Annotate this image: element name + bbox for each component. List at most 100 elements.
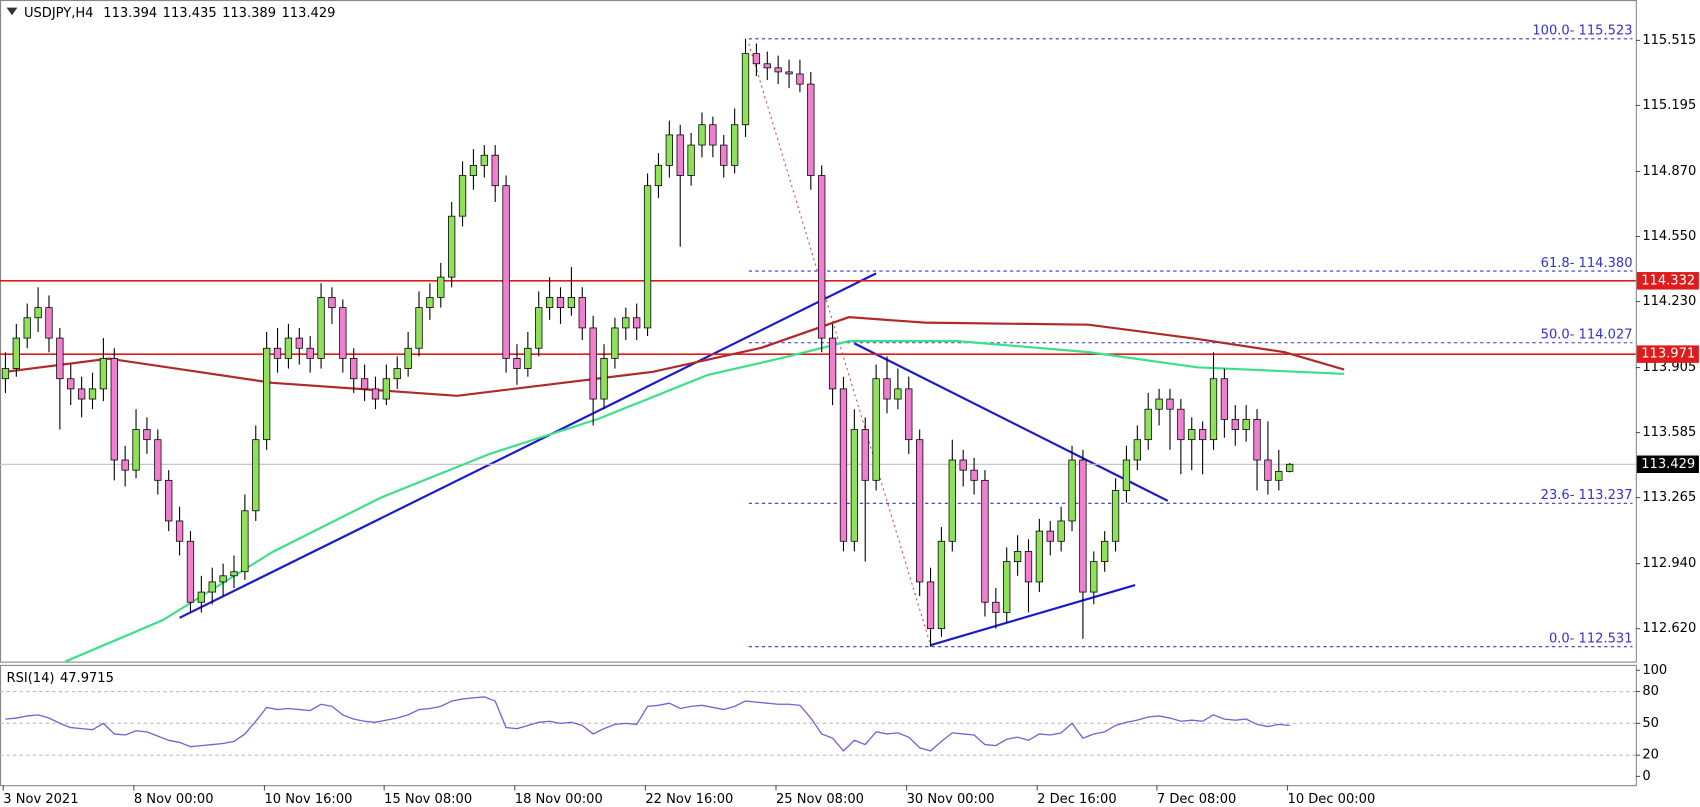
x-tick-label: 3 Nov 2021 xyxy=(3,792,78,807)
rsi-header: RSI(14) 47.9715 xyxy=(7,670,114,685)
candle-body xyxy=(328,297,336,308)
candle-body xyxy=(502,185,510,359)
candle-body xyxy=(741,53,750,126)
y-tick-label: 114.870 xyxy=(1642,164,1696,179)
y-tick-label: 112.940 xyxy=(1642,556,1696,571)
candle-body xyxy=(643,185,652,329)
candle-body xyxy=(45,307,53,339)
candle-body xyxy=(1242,418,1250,430)
symbol: USDJPY,H4 xyxy=(24,6,94,21)
candle-body xyxy=(981,479,989,603)
candle-body xyxy=(469,164,478,176)
candle-body xyxy=(937,540,946,630)
candle-body xyxy=(828,337,837,390)
fib-label: 0.0- 112.531 xyxy=(1549,632,1633,647)
candle-body xyxy=(1,368,10,380)
candle-body xyxy=(110,358,118,461)
candle-body xyxy=(839,388,848,542)
rsi-tick-label: 0 xyxy=(1642,769,1650,784)
candle-body xyxy=(415,307,423,349)
candle-body xyxy=(350,358,358,380)
candle-body xyxy=(894,388,902,400)
candle-body xyxy=(730,124,739,166)
level-price-label: 113.971 xyxy=(1641,347,1695,362)
rsi-tick-label: 50 xyxy=(1642,716,1659,731)
current-price-label: 113.429 xyxy=(1641,457,1695,472)
level-price-label: 114.332 xyxy=(1641,273,1695,288)
candle-body xyxy=(959,459,967,471)
candle-body xyxy=(404,347,412,369)
candle-body xyxy=(926,581,935,630)
candle-body xyxy=(12,337,20,369)
candle-body xyxy=(393,368,401,380)
candle-body xyxy=(1122,459,1131,491)
rsi-panel-border xyxy=(0,664,1637,787)
candle-body xyxy=(1013,551,1022,562)
candle-body xyxy=(317,297,325,359)
x-tick-label: 30 Nov 00:00 xyxy=(907,792,995,807)
candle-body xyxy=(175,520,184,542)
x-tick-label: 7 Dec 08:00 xyxy=(1157,792,1236,807)
x-tick-label: 15 Nov 08:00 xyxy=(384,792,472,807)
candle-body xyxy=(197,591,205,603)
candle-body xyxy=(480,154,488,166)
fib-label: 100.0- 115.523 xyxy=(1532,24,1632,39)
y-tick-label: 113.905 xyxy=(1642,360,1696,375)
candle-body xyxy=(752,53,761,65)
level-price-box xyxy=(1636,345,1699,363)
candle-body xyxy=(1046,530,1054,542)
candle-body xyxy=(121,459,129,471)
main-panel-border xyxy=(0,0,1637,663)
candle-body xyxy=(948,459,956,542)
candle-body xyxy=(654,164,663,187)
rsi-name: RSI(14) xyxy=(7,670,55,685)
candle-body xyxy=(371,388,380,400)
candle-body xyxy=(611,327,619,359)
candle-body xyxy=(448,215,456,278)
symbol-icon xyxy=(6,7,18,16)
y-tick-label: 112.620 xyxy=(1642,621,1696,636)
candle-body xyxy=(992,601,1000,613)
candle-body xyxy=(1188,429,1196,441)
candle-body xyxy=(807,83,815,176)
x-tick-label: 10 Nov 16:00 xyxy=(264,792,352,807)
x-tick-label: 18 Nov 00:00 xyxy=(515,792,603,807)
fib-diagonal xyxy=(748,43,932,646)
fib-label: 23.6- 113.237 xyxy=(1541,488,1633,503)
candle-body xyxy=(622,317,630,329)
moving-average xyxy=(5,316,1345,397)
candle-body xyxy=(600,358,608,400)
candle-body xyxy=(970,469,978,481)
candle-body xyxy=(426,297,434,308)
candle-body xyxy=(273,347,282,359)
x-tick-label: 22 Nov 16:00 xyxy=(645,792,733,807)
x-tick-label: 25 Nov 08:00 xyxy=(776,792,864,807)
candle-body xyxy=(306,347,314,359)
rsi-tick-label: 20 xyxy=(1642,748,1659,763)
candle-body xyxy=(905,388,913,441)
candle-body xyxy=(818,175,826,339)
candle-body xyxy=(1035,530,1044,583)
candle-body xyxy=(698,124,706,146)
candle-body xyxy=(382,378,391,400)
x-tick-label: 10 Dec 00:00 xyxy=(1288,792,1376,807)
candle-body xyxy=(687,144,695,176)
candle-body xyxy=(850,429,858,542)
low: 113.389 xyxy=(222,6,276,21)
candle-body xyxy=(34,307,42,319)
open: 113.394 xyxy=(103,6,157,21)
close: 113.429 xyxy=(282,6,336,21)
rsi-line xyxy=(5,696,1290,752)
candle-body xyxy=(1198,429,1207,441)
y-tick-label: 115.195 xyxy=(1642,98,1696,113)
candle-body xyxy=(23,317,31,339)
candle-body xyxy=(513,358,521,369)
candle-body xyxy=(1057,520,1065,542)
candle-body xyxy=(284,337,293,359)
candle-body xyxy=(545,297,554,308)
candle-body xyxy=(1111,490,1120,542)
level-price-box xyxy=(1636,272,1699,290)
trend-line xyxy=(179,272,877,619)
rsi-tick-label: 80 xyxy=(1642,684,1659,699)
